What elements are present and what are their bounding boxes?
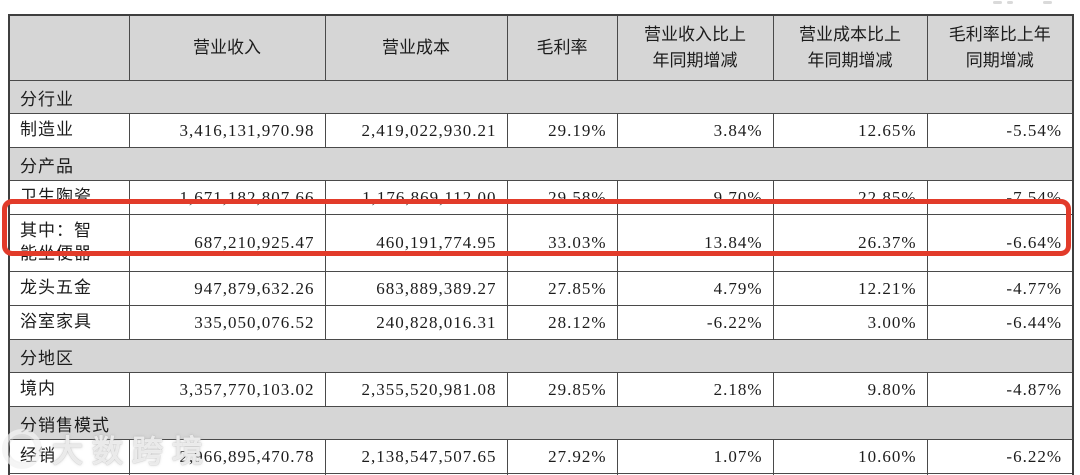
revenue-yoy-cell: 13.84% <box>616 214 774 272</box>
row-label: 境内 <box>8 372 130 407</box>
column-header: 营业成本 <box>324 14 508 81</box>
table-header: 营业收入 营业成本 毛利率 营业收入比上 年同期增减 营业成本比上 年同期增减 毛利率比上… <box>8 14 1074 81</box>
section-label: 分销售模式 <box>8 406 1074 440</box>
revenue-yoy-cell: 4.79% <box>616 271 774 306</box>
margin-yoy-cell: -2.05% <box>926 473 1074 475</box>
row-label: 浴室家具 <box>8 305 130 340</box>
gross-margin-cell: 27.92% <box>506 439 618 474</box>
revenue-yoy-cell: 1.07% <box>616 439 774 474</box>
row-label: 其中：智 能坐便器 <box>8 214 130 272</box>
cost-yoy-cell: 9.80% <box>772 372 928 407</box>
cost-cell: 683,889,389.27 <box>324 271 508 306</box>
table-row: 经销 2,966,895,470.78 2,138,547,507.65 27.92%… <box>8 439 1074 474</box>
table-row: 龙头五金 947,879,632.26 683,889,389.27 27.85% 4.… <box>8 271 1074 306</box>
column-header: 毛利率 <box>506 14 618 81</box>
corner-header-cell <box>8 14 130 81</box>
row-label: 龙头五金 <box>8 271 130 306</box>
column-header: 毛利率比上年 同期增减 <box>926 14 1074 81</box>
table-row: 境内 3,357,770,103.02 2,355,520,981.08 29.85%… <box>8 372 1074 407</box>
cost-yoy-cell: 12.21% <box>772 271 928 306</box>
gross-margin-cell: 27.85% <box>506 271 618 306</box>
gross-margin-cell: 29.85% <box>506 372 618 407</box>
revenue-yoy-cell: 9.70% <box>616 180 774 215</box>
financial-table: 营业收入 营业成本 毛利率 营业收入比上 年同期增减 营业成本比上 年同期增减 毛利率比上… <box>8 14 1074 475</box>
cost-cell: 1,176,869,112.00 <box>324 180 508 215</box>
margin-yoy-cell: -7.54% <box>926 180 1074 215</box>
margin-yoy-cell: -6.22% <box>926 439 1074 474</box>
cost-cell: 2,355,520,981.08 <box>324 372 508 407</box>
gross-margin-cell: 28.12% <box>506 305 618 340</box>
row-label: 制造业 <box>8 113 130 148</box>
margin-yoy-cell: -6.64% <box>926 214 1074 272</box>
section-row: 分地区 <box>8 339 1074 373</box>
table-row: 卫生陶瓷 1,671,182,807.66 1,176,869,112.00 29.5… <box>8 180 1074 215</box>
column-header: 营业收入比上 年同期增减 <box>616 14 774 81</box>
table-row: 浴室家具 335,050,076.52 240,828,016.31 28.12% -6… <box>8 305 1074 340</box>
cost-yoy-cell: 22.85% <box>772 180 928 215</box>
revenue-cell: 687,210,925.47 <box>128 214 326 272</box>
revenue-cell: 947,879,632.26 <box>128 271 326 306</box>
cost-yoy-cell: 3.00% <box>772 305 928 340</box>
revenue-cell: 3,416,131,970.98 <box>128 113 326 148</box>
section-label: 分行业 <box>8 80 1074 114</box>
gross-margin-cell: 33.03% <box>506 214 618 272</box>
cost-cell: 2,419,022,930.21 <box>324 113 508 148</box>
revenue-cell: 1,671,182,807.66 <box>128 180 326 215</box>
table-body: 分行业 制造业 3,416,131,970.98 2,419,022,930.21 29… <box>8 80 1074 475</box>
column-header: 营业成本比上 年同期增减 <box>772 14 928 81</box>
section-label: 分产品 <box>8 147 1074 181</box>
revenue-yoy-cell: 3.84% <box>616 113 774 148</box>
revenue-cell: 3,357,770,103.02 <box>128 372 326 407</box>
margin-yoy-cell: -4.77% <box>926 271 1074 306</box>
revenue-cell: 2,966,895,470.78 <box>128 439 326 474</box>
cost-yoy-cell: 12.65% <box>772 113 928 148</box>
revenue-yoy-cell: 2.18% <box>616 372 774 407</box>
cost-yoy-cell: 10.60% <box>772 439 928 474</box>
section-row: 分销售模式 <box>8 406 1074 440</box>
row-label: 经销 <box>8 439 130 474</box>
margin-yoy-cell: -5.54% <box>926 113 1074 148</box>
cost-cell: 2,138,547,507.65 <box>324 439 508 474</box>
column-header: 营业收入 <box>128 14 326 81</box>
table-row: 直销449,236,500.20280,475,422.5637.57%26.8… <box>8 473 1074 475</box>
revenue-cell: 335,050,076.52 <box>128 305 326 340</box>
cropped-text-remnant <box>985 0 1075 6</box>
gross-margin-cell: 29.58% <box>506 180 618 215</box>
section-row: 分行业 <box>8 80 1074 114</box>
cost-cell: 240,828,016.31 <box>324 305 508 340</box>
table-row-highlighted: 其中：智 能坐便器 687,210,925.47 460,191,774.95 33.… <box>8 214 1074 272</box>
margin-yoy-cell: -4.87% <box>926 372 1074 407</box>
row-label: 卫生陶瓷 <box>8 180 130 215</box>
cost-yoy-cell: 26.37% <box>772 214 928 272</box>
margin-yoy-cell: -6.44% <box>926 305 1074 340</box>
cost-cell: 460,191,774.95 <box>324 214 508 272</box>
section-row: 分产品 <box>8 147 1074 181</box>
section-label: 分地区 <box>8 339 1074 373</box>
revenue-yoy-cell: -6.22% <box>616 305 774 340</box>
gross-margin-cell: 29.19% <box>506 113 618 148</box>
table-row: 制造业 3,416,131,970.98 2,419,022,930.21 29.19… <box>8 113 1074 148</box>
